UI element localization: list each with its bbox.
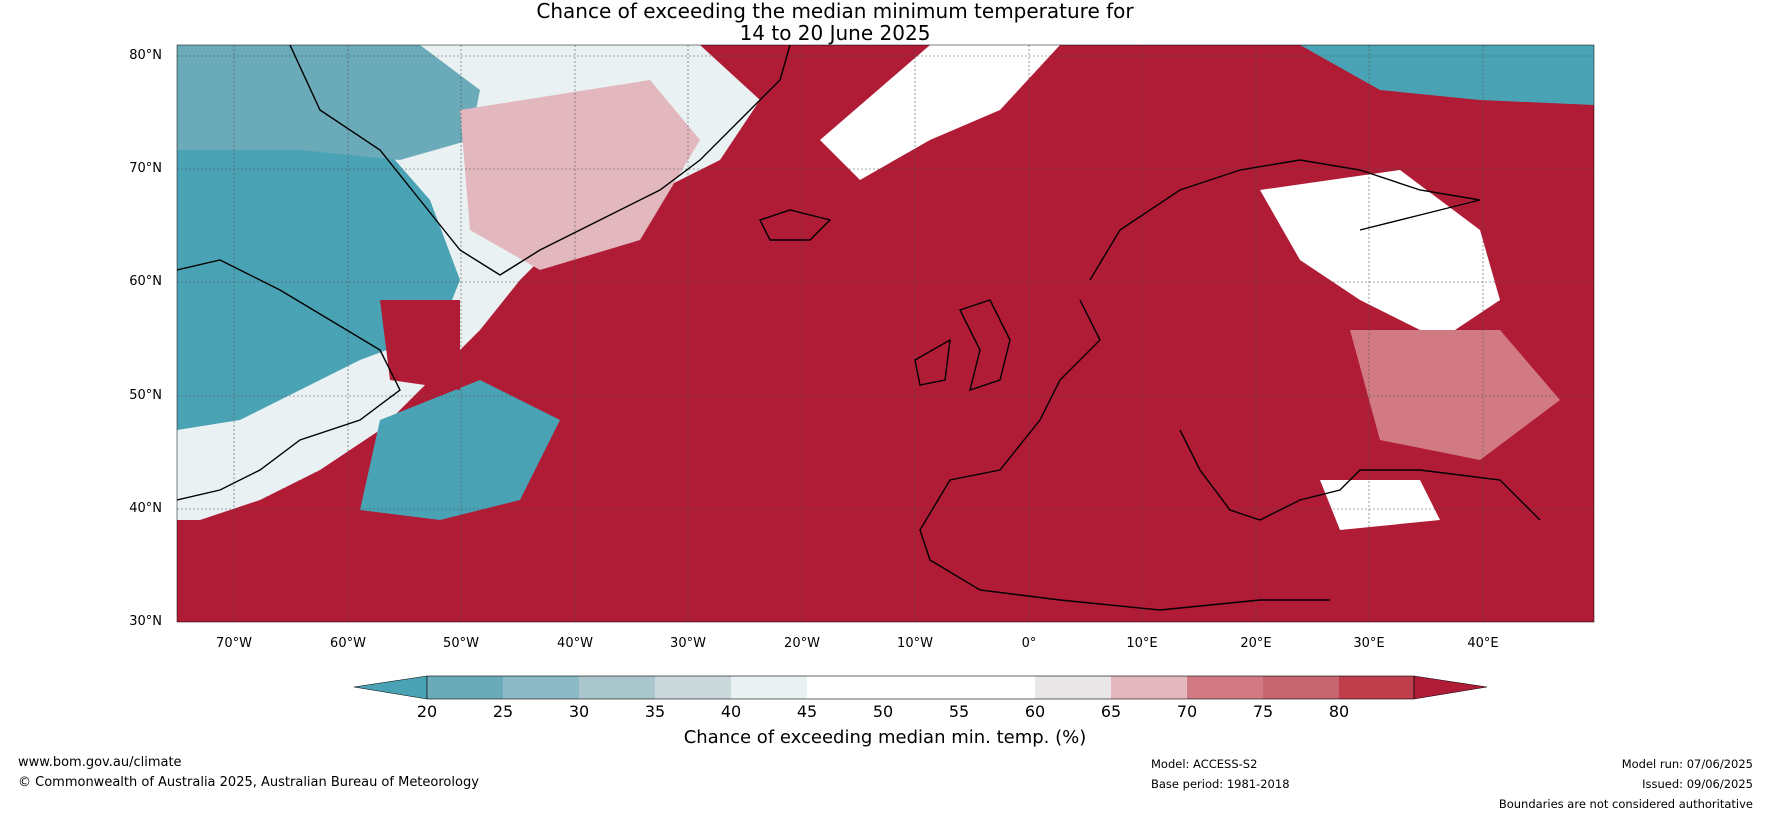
lon-label-0: 0° [1021, 636, 1037, 651]
graticule [177, 45, 1594, 622]
lat-label-60n: 60°N [129, 274, 162, 289]
lon-label-70w: 70°W [216, 636, 252, 651]
lon-label-10e: 10°E [1126, 636, 1158, 651]
lat-label-70n: 70°N [129, 161, 162, 176]
lon-label-40w: 40°W [557, 636, 593, 651]
lon-label-10w: 10°W [897, 636, 933, 651]
footer-issued: Issued: 09/06/2025 [1642, 777, 1753, 791]
coastlines [177, 45, 1541, 611]
colorbar-tick-45: 45 [796, 702, 818, 721]
colorbar-tick-20: 20 [416, 702, 438, 721]
lon-label-30e: 30°E [1353, 636, 1385, 651]
cool-region-baffin [177, 45, 480, 160]
lon-label-20w: 20°W [784, 636, 820, 651]
lon-label-40e: 40°E [1467, 636, 1499, 651]
footer-base-period: Base period: 1981-2018 [1151, 777, 1290, 791]
colorbar-tick-65: 65 [1100, 702, 1122, 721]
cool-region-arctic-east [820, 45, 1060, 180]
warm-region-labrador [380, 300, 460, 390]
lat-label-80n: 80°N [129, 48, 162, 63]
cool-region-turkey [1320, 480, 1440, 530]
cool-region-labrador [177, 120, 460, 430]
colorbar-label: Chance of exceeding median min. temp. (%… [683, 727, 1087, 748]
lat-label-30n: 30°N [129, 614, 162, 629]
colorbar-tick-25: 25 [492, 702, 514, 721]
footer-model-run: Model run: 07/06/2025 [1621, 757, 1753, 771]
map-title-line1: Chance of exceeding the median minimum t… [536, 0, 1134, 23]
footer-copyright: © Commonwealth of Australia 2025, Austra… [18, 775, 479, 790]
neutral-greenland [460, 80, 700, 270]
warm-region-east-europe [1350, 330, 1560, 460]
lon-label-30w: 30°W [670, 636, 706, 651]
cool-region-scandinavia [1260, 170, 1500, 340]
cool-region-barents [1300, 45, 1594, 105]
lat-label-50n: 50°N [129, 388, 162, 403]
colorbar-tick-35: 35 [644, 702, 666, 721]
lon-label-60w: 60°W [330, 636, 366, 651]
colorbar-tick-70: 70 [1176, 702, 1198, 721]
colorbar [353, 675, 1488, 700]
footer-disclaimer: Boundaries are not considered authoritat… [1498, 797, 1753, 811]
colorbar-tick-80: 80 [1328, 702, 1350, 721]
lon-label-50w: 50°W [443, 636, 479, 651]
map-title-line2: 14 to 20 June 2025 [739, 21, 931, 45]
map-panel [177, 45, 1594, 622]
lon-label-20e: 20°E [1240, 636, 1272, 651]
colorbar-tick-30: 30 [568, 702, 590, 721]
colorbar-tick-55: 55 [948, 702, 970, 721]
cool-region-atlantic [360, 380, 560, 520]
footer-website: www.bom.gov.au/climate [18, 755, 182, 770]
lat-label-40n: 40°N [129, 501, 162, 516]
colorbar-tick-50: 50 [872, 702, 894, 721]
colorbar-tick-40: 40 [720, 702, 742, 721]
footer-model: Model: ACCESS-S2 [1151, 757, 1258, 771]
colorbar-tick-60: 60 [1024, 702, 1046, 721]
colorbar-tick-75: 75 [1252, 702, 1274, 721]
